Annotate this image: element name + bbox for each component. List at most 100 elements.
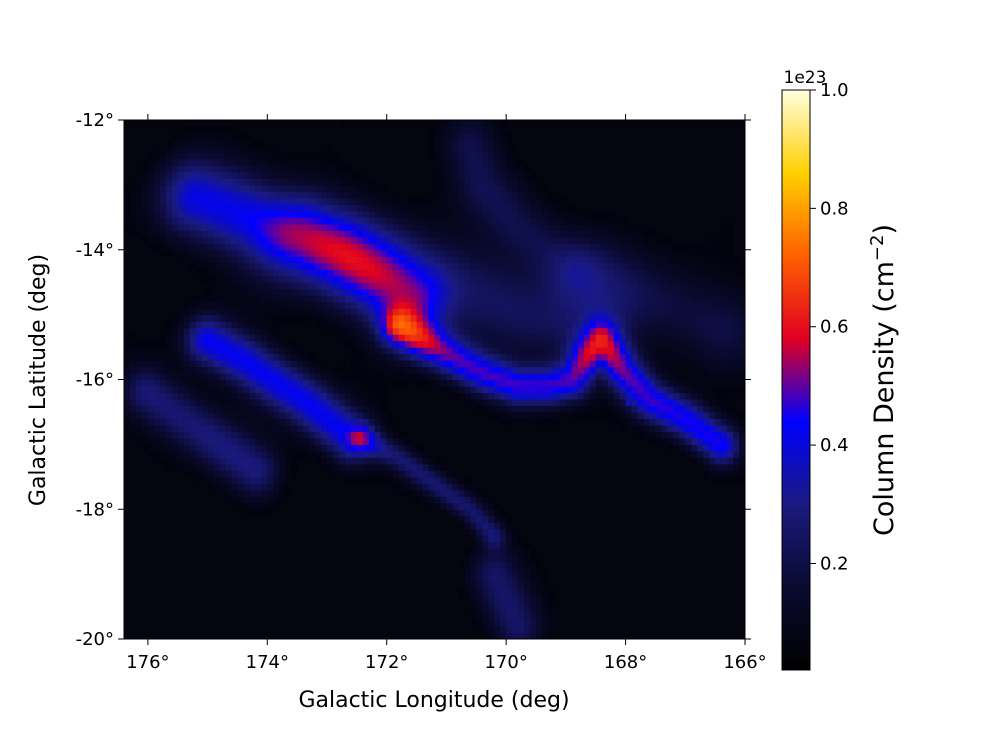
heatmap-cell [386, 347, 394, 355]
heatmap-cell [297, 392, 304, 400]
heatmap-cell [261, 282, 268, 290]
heatmap-cell [213, 145, 221, 154]
heatmap-cell [559, 262, 567, 270]
heatmap-cell [721, 444, 728, 452]
heatmap-cell [225, 398, 233, 407]
heatmap-cell [745, 269, 752, 276]
heatmap-cell [601, 398, 609, 407]
heatmap-cell [745, 444, 752, 451]
heatmap-cell [279, 437, 286, 445]
heatmap-cell [416, 295, 424, 303]
heatmap-cell [237, 424, 245, 432]
heatmap-cell [416, 223, 424, 231]
heatmap-cell [261, 217, 268, 225]
heatmap-cell [470, 158, 477, 167]
heatmap-cell [237, 457, 245, 465]
heatmap-cell [446, 314, 454, 322]
heatmap-cell [482, 626, 489, 634]
heatmap-cell [124, 197, 131, 205]
heatmap-cell [446, 249, 454, 257]
heatmap-cell [380, 204, 388, 212]
heatmap-cell [601, 275, 609, 283]
heatmap-cell [201, 217, 209, 225]
heatmap-cell [667, 411, 674, 420]
heatmap-cell [332, 158, 340, 167]
heatmap-cell [350, 275, 358, 283]
heatmap-cell [661, 385, 668, 394]
heatmap-cell [243, 347, 250, 355]
heatmap-cell [559, 411, 567, 420]
heatmap-cell [458, 360, 465, 368]
heatmap-cell [344, 171, 352, 179]
heatmap-cell [589, 379, 597, 387]
heatmap-cell [380, 334, 388, 342]
heatmap-cell [721, 347, 728, 355]
heatmap-cell [524, 574, 531, 582]
heatmap-cell [261, 243, 268, 251]
heatmap-cell [243, 295, 250, 303]
heatmap-cell [631, 347, 639, 355]
heatmap-cell [709, 411, 716, 420]
heatmap-cell [177, 353, 185, 361]
heatmap-cell [601, 230, 609, 238]
heatmap-cell [195, 178, 203, 186]
heatmap-cell [171, 334, 179, 342]
x-tick-label: 176° [126, 652, 169, 673]
heatmap-cell [213, 230, 221, 238]
heatmap-cell [482, 249, 489, 257]
heatmap-cell [225, 217, 233, 225]
heatmap-cell [482, 502, 489, 510]
heatmap-cell [595, 230, 603, 238]
heatmap-cell [547, 327, 555, 335]
heatmap-cell [273, 437, 280, 445]
heatmap-cell [332, 282, 340, 290]
heatmap-cell [285, 243, 292, 251]
heatmap-cell [649, 275, 657, 283]
heatmap-cell [332, 256, 340, 264]
heatmap-cell [392, 282, 400, 290]
heatmap-cell [595, 353, 603, 361]
heatmap-cell [374, 385, 382, 394]
heatmap-cell [697, 282, 704, 290]
heatmap-cell [476, 178, 483, 186]
heatmap-cell [565, 269, 573, 277]
heatmap-cell [279, 262, 286, 270]
heatmap-cell [446, 223, 454, 231]
heatmap-cell [231, 152, 239, 160]
heatmap-cell [279, 217, 286, 225]
heatmap-cell [476, 269, 483, 277]
heatmap-cell [344, 450, 352, 458]
heatmap-cell [213, 340, 221, 348]
heatmap-cell [386, 457, 394, 465]
heatmap-cell [488, 217, 495, 225]
heatmap-cell [141, 431, 149, 439]
heatmap-cell [458, 476, 465, 484]
heatmap-cell [506, 567, 513, 575]
heatmap-cell [249, 243, 256, 251]
heatmap-cell [476, 145, 483, 154]
heatmap-cell [392, 204, 400, 212]
heatmap-cell [524, 587, 531, 595]
heatmap-cell [470, 483, 477, 491]
heatmap-cell [470, 509, 477, 517]
heatmap-cell [201, 178, 209, 186]
heatmap-cell [625, 243, 633, 251]
heatmap-cell [703, 327, 710, 335]
heatmap-cell [494, 398, 501, 407]
heatmap-cell [255, 360, 262, 368]
heatmap-cell [255, 347, 262, 355]
heatmap-cell [553, 230, 561, 238]
heatmap-cell [506, 230, 513, 238]
heatmap-cell [207, 398, 215, 407]
heatmap-cell [279, 204, 286, 212]
heatmap-cell [530, 554, 537, 562]
heatmap-cell [374, 392, 382, 400]
heatmap-cell [189, 217, 197, 225]
heatmap-cell [374, 262, 382, 270]
heatmap-cell [362, 424, 370, 432]
heatmap-cell [703, 470, 710, 478]
heatmap-cell [291, 437, 298, 445]
heatmap-cell [225, 353, 233, 361]
heatmap-cell [524, 191, 531, 199]
heatmap-cell [380, 431, 388, 439]
